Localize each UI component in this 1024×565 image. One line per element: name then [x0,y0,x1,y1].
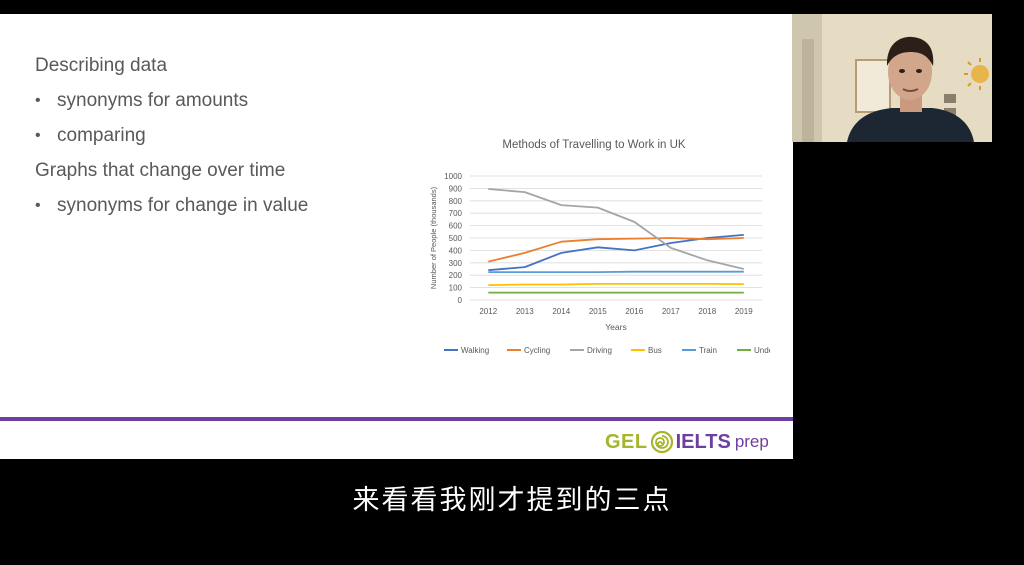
x-tick-label: 2017 [662,307,680,316]
legend-label-underground: Underground [754,346,770,355]
series-line-bus [488,282,744,286]
y-tick-label: 900 [449,184,463,193]
slide-bullets: Describing data synonyms for amounts com… [35,48,308,223]
x-tick-label: 2014 [552,307,570,316]
bullet-comparing: comparing [35,118,308,153]
logo-ielts-text: IELTS [675,430,731,453]
x-tick-label: 2016 [625,307,643,316]
spiral-icon [650,431,673,453]
x-tick-label: 2013 [516,307,534,316]
y-tick-label: 600 [449,222,463,231]
x-tick-label: 2012 [479,307,497,316]
y-tick-label: 200 [449,271,463,280]
footer-divider [0,417,793,421]
logo-prep-text: prep [734,432,769,451]
y-tick-label: 300 [449,259,463,268]
y-tick-label: 1000 [444,172,462,181]
bullet-synonyms-change: synonyms for change in value [35,188,308,223]
chart-legend: Walking Cycling Driving Bus Train Underground [444,346,770,355]
bullet-synonyms-amounts: synonyms for amounts [35,83,308,118]
legend-label-driving: Driving [587,346,612,355]
x-tick-label: 2018 [698,307,716,316]
chart-title: Methods of Travelling to Work in UK [502,139,686,151]
y-tick-label: 400 [449,246,463,255]
y-axis-label: Number of People (thousands) [429,186,438,289]
webcam-video [792,14,992,142]
presenter-video-image [792,14,992,142]
y-tick-label: 800 [449,197,463,206]
video-subtitle: 来看看我刚才提到的三点 [352,485,672,516]
y-tick-label: 100 [449,284,463,293]
x-axis-label: Years [605,322,626,332]
y-tick-label: 500 [449,234,463,243]
y-tick-label: 700 [449,209,463,218]
x-tick-label: 2015 [589,307,607,316]
series-line-cycling [488,237,744,263]
series-line-driving [488,188,745,270]
x-tick-label: 2019 [735,307,753,316]
y-tick-label: 0 [458,296,463,305]
gel-ielts-logo: GEL IELTS prep [605,428,769,456]
heading-graphs-change: Graphs that change over time [35,160,286,181]
line-chart: Methods of Travelling to Work in UK 0 100… [429,139,770,355]
legend-label-walking: Walking [461,346,489,355]
heading-describing-data: Describing data [35,55,168,76]
legend-label-train: Train [699,346,717,355]
legend-label-bus: Bus [648,346,662,355]
presentation-slide: Describing data synonyms for amounts com… [0,14,793,459]
logo-gel-text: GEL [605,430,648,453]
legend-label-cycling: Cycling [524,346,550,355]
